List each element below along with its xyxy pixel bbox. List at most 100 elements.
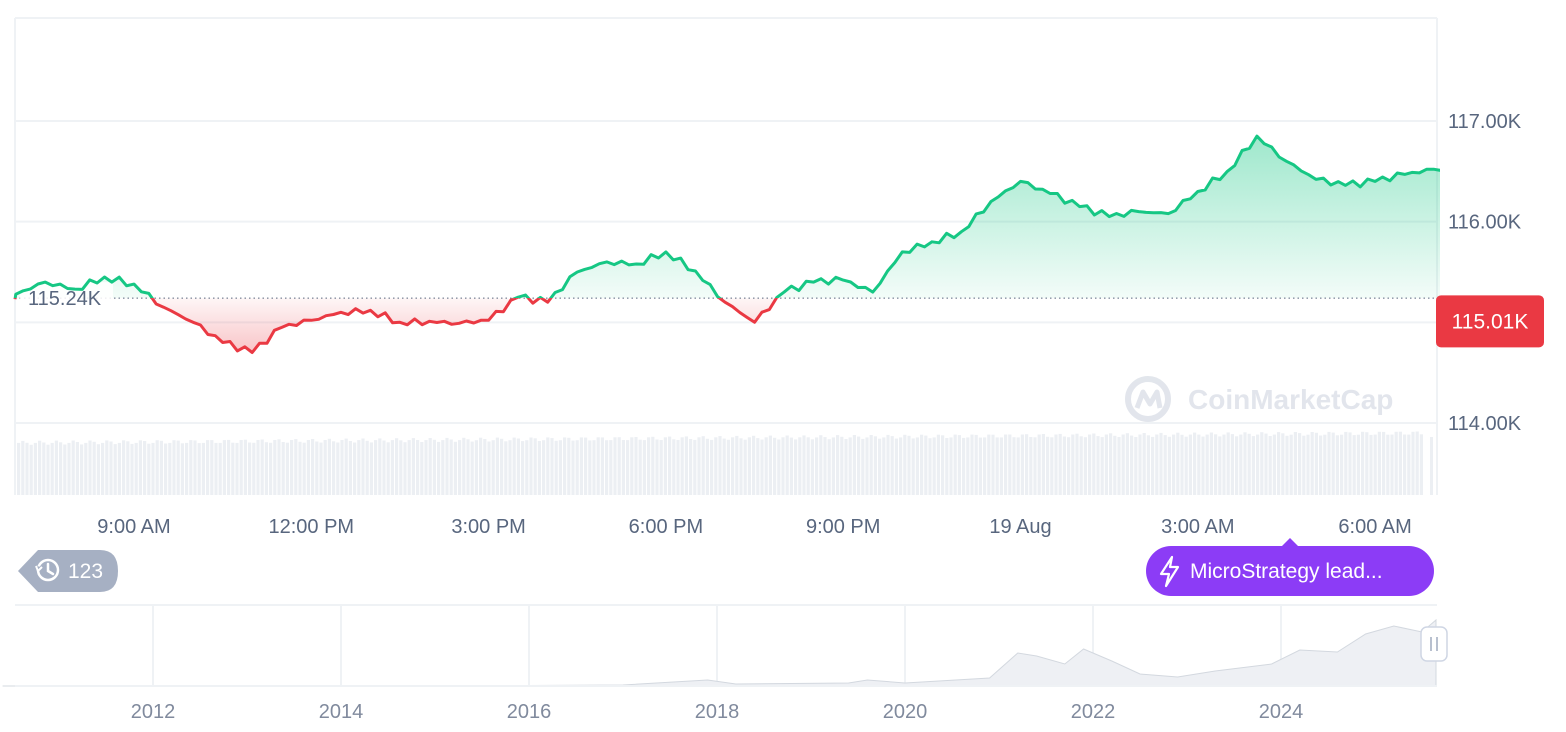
volume-bar: [29, 444, 33, 495]
volume-bar: [474, 440, 478, 495]
volume-bar: [878, 438, 882, 495]
volume-bar: [1151, 436, 1155, 495]
volume-bar: [353, 442, 357, 495]
volume-bar: [227, 439, 231, 495]
volume-bar: [978, 437, 982, 495]
volume-bar: [185, 442, 189, 495]
navigator-handle[interactable]: [1420, 626, 1448, 662]
volume-bar: [1226, 432, 1230, 495]
volume-bar: [109, 441, 113, 495]
volume-bar: [752, 435, 756, 495]
volume-bar: [306, 440, 310, 495]
volume-bar: [1016, 437, 1020, 495]
current-price-tag: 115.01K: [1436, 295, 1544, 348]
volume-bar: [1310, 432, 1314, 495]
volume-bar: [949, 437, 953, 495]
volume-bar: [1134, 437, 1138, 495]
volume-bar: [1377, 431, 1381, 495]
volume-bar: [348, 441, 352, 495]
volume-bar: [714, 437, 718, 495]
volume-bar: [508, 440, 512, 495]
y-tick-label: 117.00K: [1448, 111, 1522, 133]
volume-bar: [491, 440, 495, 495]
volume-bar: [411, 438, 415, 495]
volume-bar: [323, 440, 327, 495]
volume-bar: [1117, 437, 1121, 495]
volume-bar: [1260, 432, 1264, 495]
volume-bar: [642, 440, 646, 495]
volume-bar: [1348, 432, 1352, 495]
volume-bar: [172, 440, 176, 495]
volume-bar: [907, 435, 911, 495]
volume-bar: [193, 440, 197, 495]
volume-bar: [584, 437, 588, 495]
volume-bar: [1230, 434, 1234, 495]
volume-bar: [1285, 435, 1289, 495]
volume-bar: [1319, 435, 1323, 495]
volume-bar: [638, 439, 642, 495]
current-price-label: 115.01K: [1452, 310, 1529, 333]
x-tick-label: 3:00 PM: [451, 516, 525, 538]
news-pill[interactable]: MicroStrategy lead...: [1146, 538, 1434, 596]
volume-bar: [857, 436, 861, 495]
volume-bar: [1071, 434, 1075, 495]
volume-bar: [382, 440, 386, 495]
navigator-year-label: 2012: [131, 701, 176, 723]
history-icon: [35, 558, 60, 582]
volume-bar: [248, 442, 252, 495]
volume-bar: [1012, 437, 1016, 495]
history-badge[interactable]: 123: [18, 550, 118, 592]
volume-bar: [512, 437, 516, 495]
volume-bar: [1041, 434, 1045, 495]
volume-bar: [1361, 431, 1365, 495]
volume-bar: [361, 438, 365, 495]
volume-bar: [369, 442, 373, 495]
volume-bar: [96, 444, 100, 495]
volume-bar: [46, 444, 50, 495]
volume-bar: [873, 436, 877, 495]
volume-bar: [231, 442, 235, 495]
volume-bar: [1172, 434, 1176, 495]
volume-bar: [831, 437, 835, 495]
volume-bar: [340, 440, 344, 495]
volume-bar: [852, 435, 856, 495]
volume-bar: [336, 442, 340, 495]
volume-bar: [680, 437, 684, 495]
y-tick-label: 114.00K: [1448, 413, 1522, 435]
volume-bars: [17, 431, 1433, 495]
volume-bar: [617, 437, 621, 495]
volume-bar: [273, 440, 277, 495]
volume-bar: [1430, 437, 1433, 495]
volume-bar: [1113, 435, 1117, 495]
volume-bar: [789, 437, 793, 495]
coinmarketcap-watermark: CoinMarketCap: [1125, 376, 1393, 422]
volume-bar: [176, 440, 180, 495]
navigator[interactable]: 2012 2014 2016 2018 2020 2022 2024: [2, 604, 1448, 723]
volume-bar: [621, 440, 625, 495]
volume-bar: [928, 438, 932, 495]
volume-bar: [999, 437, 1003, 495]
volume-bar: [701, 436, 705, 495]
reference-label: 115.24K: [28, 288, 102, 310]
volume-bar: [1293, 432, 1297, 495]
volume-bar: [546, 437, 550, 495]
volume-bar: [1197, 434, 1201, 495]
volume-bar: [563, 437, 567, 495]
volume-bar: [117, 442, 121, 495]
volume-bar: [810, 439, 814, 495]
volume-bar: [1356, 434, 1360, 495]
volume-bar: [672, 439, 676, 495]
volume-bar: [302, 442, 306, 495]
volume-bar: [647, 437, 651, 495]
volume-bar: [533, 438, 537, 495]
volume-bar: [63, 444, 67, 495]
volume-bar: [59, 442, 63, 495]
lightning-icon: [1159, 555, 1180, 588]
history-count: 123: [68, 560, 103, 583]
volume-bar: [1142, 433, 1146, 495]
volume-bar: [537, 441, 541, 495]
volume-bar: [605, 440, 609, 495]
volume-bar: [365, 440, 369, 495]
volume-bar: [437, 441, 441, 495]
